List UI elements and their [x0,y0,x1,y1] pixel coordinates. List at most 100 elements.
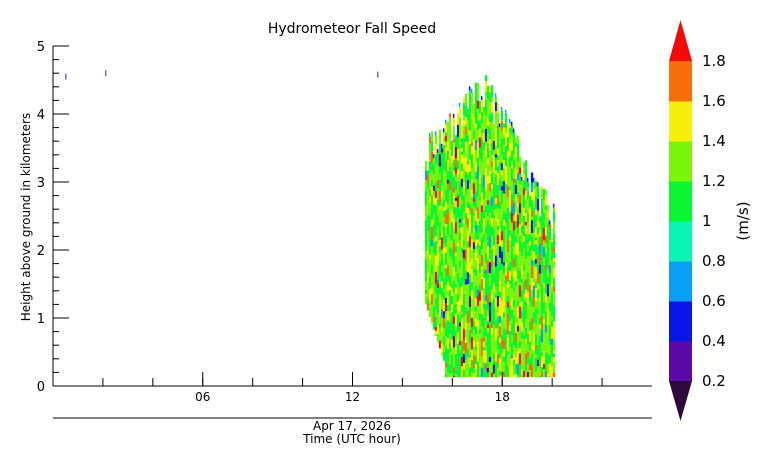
data-cell [514,179,518,185]
data-cell [478,120,482,129]
data-cell [510,318,514,324]
data-cell [524,371,528,378]
data-cell [540,273,544,284]
data-cell [468,126,472,131]
data-cell [530,318,534,330]
data-cell [494,236,498,246]
data-cell [526,283,530,292]
data-cell [474,334,478,348]
data-cell [430,252,434,265]
data-cell [432,229,436,239]
data-cell [434,330,438,335]
data-cell [490,132,494,143]
data-cell [544,190,548,196]
data-cell [462,293,466,304]
data-cell [426,231,430,240]
data-cell [446,372,450,378]
data-cell [450,328,454,340]
data-cell [522,207,526,216]
data-cell [522,174,526,181]
data-cell [536,210,540,221]
data-cell [534,227,538,238]
data-cell [438,173,442,181]
data-cell [424,216,428,221]
data-cell [450,204,454,210]
data-cell [432,284,436,297]
data-cell [436,215,440,227]
data-cell [538,264,542,274]
data-cell [550,344,554,358]
data-cell [476,100,480,109]
data-cell [512,178,516,184]
data-cell [508,310,512,322]
data-cell [440,281,444,289]
data-cell [462,363,466,370]
data-cell [468,191,472,205]
data-cell [486,240,490,247]
data-cell [462,283,466,294]
data-cell [520,203,524,207]
data-cell [498,134,502,143]
data-cell [444,363,448,368]
data-cell [452,372,456,376]
data-cell [434,221,438,225]
data-cell [466,135,470,143]
data-cell [534,346,538,350]
data-cell [470,208,474,213]
data-cell [536,265,540,272]
data-cell [540,198,544,205]
data-cell [444,152,448,157]
data-cell [468,226,472,233]
data-cell [544,205,548,210]
data-cell [476,183,480,197]
data-cell [458,317,462,323]
data-cell [520,176,523,181]
data-cell [434,309,438,317]
data-cell [490,167,494,174]
data-cell [500,106,503,111]
data-cell [468,354,472,358]
data-cell [544,306,548,312]
data-cell [478,137,482,148]
data-cell [534,278,538,283]
data-cell [496,265,500,274]
data-cell [534,362,538,373]
data-cell [442,248,446,260]
data-cell [474,105,478,112]
data-cell [502,256,506,263]
data-cell [538,230,542,237]
data-cell [478,164,482,176]
data-cell [438,180,442,191]
data-cell [468,86,471,91]
data-cell [524,279,528,290]
data-cell [444,235,448,244]
data-cell [470,258,474,266]
data-cell [540,315,544,322]
data-cell [510,121,513,126]
data-cell [464,225,468,235]
data-cell [468,333,472,343]
data-cell [496,257,500,266]
data-cell [500,347,504,353]
data-cell [476,196,480,208]
data-cell [540,352,544,357]
data-cell [460,138,464,143]
data-cell [478,284,482,292]
data-cell [460,227,464,238]
data-cell [450,177,454,186]
data-cell [532,360,536,371]
data-cell [480,205,484,212]
data-cell [490,143,494,155]
data-cell [484,363,488,372]
data-cell [494,328,498,341]
data-cell [480,314,484,327]
x-tick-label: 06 [195,390,210,404]
data-cell [460,305,464,312]
data-cell [524,222,528,226]
data-cell [452,242,456,255]
data-cell [472,103,476,112]
data-cell [544,243,548,250]
data-cell [452,276,456,282]
data-cell [452,347,456,357]
data-cell [486,305,490,310]
